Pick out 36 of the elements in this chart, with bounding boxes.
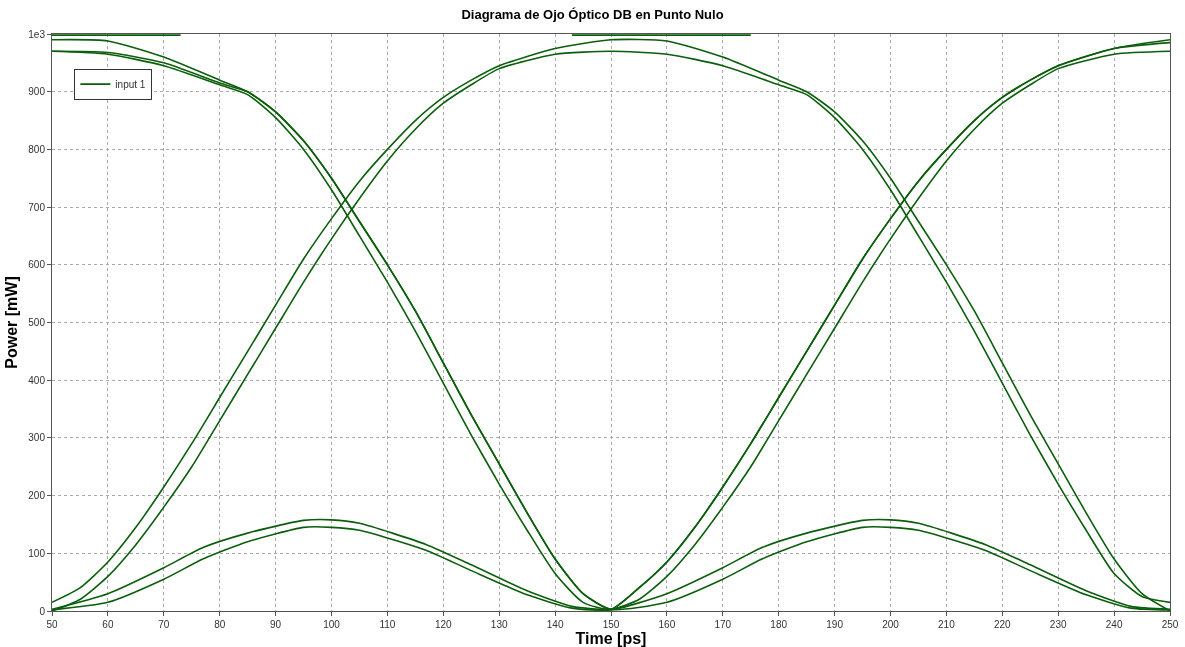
- x-tick-label: 100: [323, 619, 341, 630]
- x-tick-label: 190: [826, 619, 844, 630]
- x-tick-label: 130: [490, 619, 508, 630]
- y-tick-label: 100: [28, 547, 46, 559]
- x-tick-label: 170: [714, 619, 732, 630]
- y-tick-label: 600: [28, 259, 46, 271]
- x-tick-label: 80: [214, 619, 226, 630]
- x-tick-label: 160: [658, 619, 676, 630]
- x-tick-label: 220: [993, 619, 1012, 630]
- x-tick-label: 120: [434, 619, 453, 630]
- y-tick-label: 0: [39, 605, 46, 617]
- x-tick-label: 90: [270, 619, 282, 630]
- x-tick-label: 210: [938, 619, 956, 630]
- x-tick-label: 230: [1049, 619, 1067, 630]
- x-tick-label: 200: [882, 619, 900, 630]
- x-tick-label: 140: [546, 619, 564, 630]
- y-tick-label: 1e3: [28, 28, 46, 40]
- y-axis-title: Power [mW]: [3, 276, 21, 369]
- x-axis-title: Time [ps]: [575, 630, 647, 647]
- y-tick-label: 200: [28, 490, 46, 502]
- x-tick-label: 240: [1105, 619, 1123, 630]
- legend-label: input 1: [115, 79, 146, 91]
- chart-title: Diagrama de Ojo Óptico DB en Punto Nulo: [461, 6, 724, 22]
- y-tick-label: 500: [28, 317, 46, 328]
- x-tick-label: 50: [46, 619, 58, 630]
- y-tick-label: 800: [28, 143, 46, 155]
- x-tick-label: 70: [158, 619, 170, 630]
- x-tick-label: 250: [1161, 619, 1179, 630]
- y-tick-label: 900: [28, 86, 46, 98]
- y-tick-label: 400: [28, 374, 46, 386]
- x-tick-label: 180: [770, 619, 788, 630]
- x-tick-label: 150: [602, 619, 620, 630]
- y-tick-label: 700: [28, 201, 46, 213]
- x-tick-label: 60: [102, 619, 114, 630]
- y-tick-label: 300: [28, 432, 46, 444]
- x-tick-label: 110: [379, 619, 396, 630]
